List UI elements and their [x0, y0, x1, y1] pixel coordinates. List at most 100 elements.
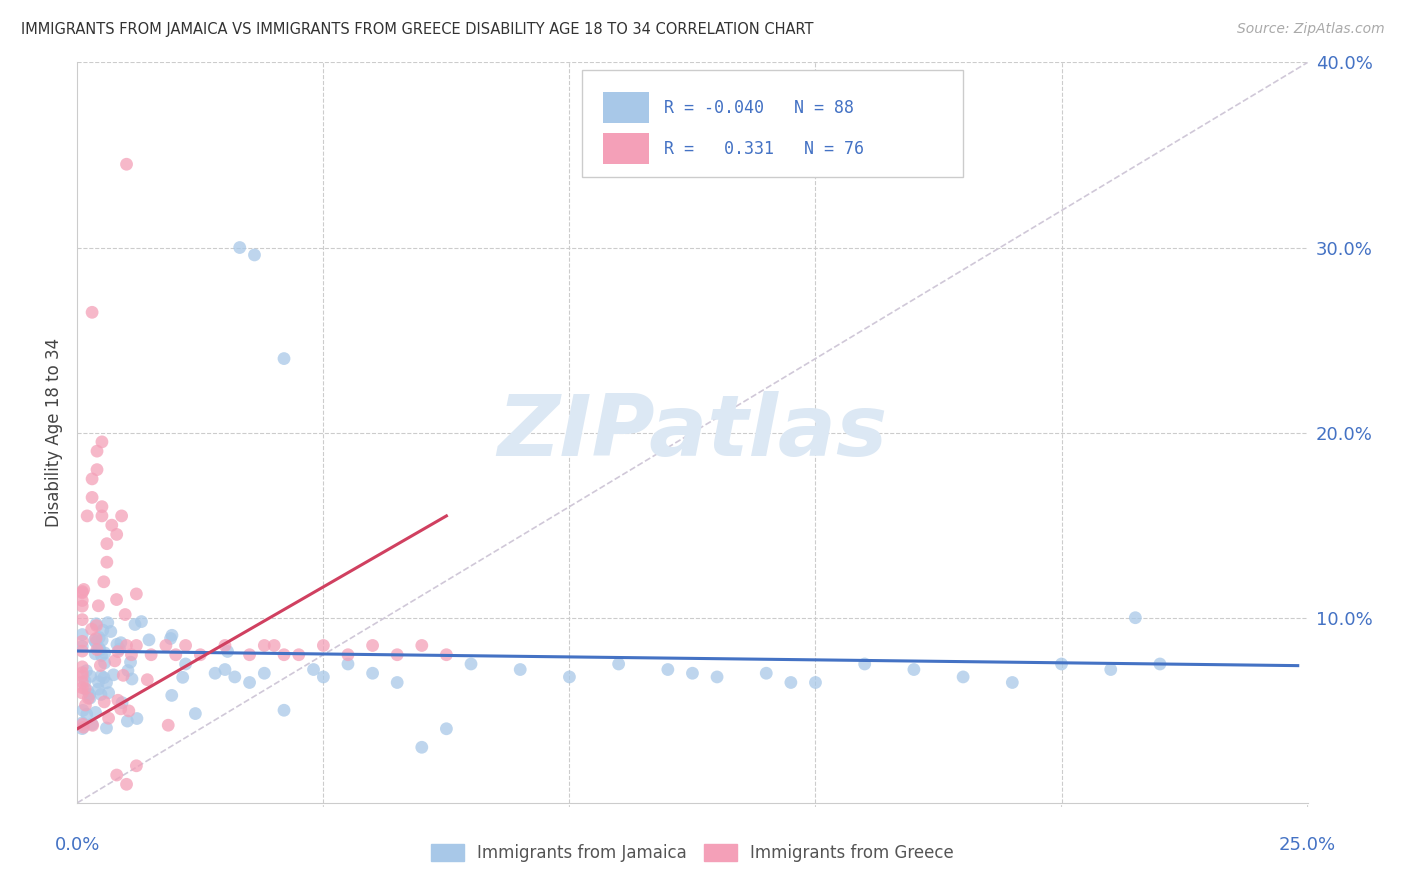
Point [159, 632, 181, 646]
Text: Source: ZipAtlas.com: Source: ZipAtlas.com [1237, 22, 1385, 37]
Point [79, 691, 101, 706]
Point [160, 628, 183, 642]
Point [82, 718, 104, 732]
Point [89, 643, 111, 657]
Point [101, 518, 124, 533]
Point [411, 740, 433, 755]
Point [87, 675, 110, 690]
Point [70, 674, 93, 689]
Point [75, 664, 97, 678]
Point [72, 720, 94, 734]
Point [131, 615, 153, 629]
Point [125, 758, 148, 772]
Point [125, 587, 148, 601]
Point [157, 718, 180, 732]
Point [125, 712, 148, 726]
Point [100, 624, 122, 639]
Point [70, 644, 93, 658]
Point [436, 648, 458, 662]
Point [76, 707, 98, 722]
Point [214, 663, 236, 677]
Point [172, 670, 194, 684]
Point [1001, 675, 1024, 690]
Point [121, 648, 143, 662]
Point [97, 711, 120, 725]
Point [273, 648, 295, 662]
Point [90, 500, 114, 514]
Point [239, 675, 262, 690]
Point [114, 607, 136, 622]
Point [93, 574, 115, 589]
Point [70, 613, 93, 627]
Point [84, 635, 107, 649]
Text: ZIPatlas: ZIPatlas [498, 391, 887, 475]
Point [160, 689, 183, 703]
Point [107, 693, 129, 707]
Point [84, 706, 107, 720]
Point [115, 777, 138, 791]
Point [72, 717, 94, 731]
Point [136, 673, 159, 687]
Point [1149, 657, 1171, 671]
Point [75, 674, 97, 689]
Point [82, 472, 104, 486]
Point [273, 351, 295, 366]
Point [273, 703, 295, 717]
Point [174, 657, 197, 671]
Point [120, 655, 142, 669]
Point [112, 668, 135, 682]
FancyBboxPatch shape [582, 70, 963, 178]
Point [105, 768, 128, 782]
Point [86, 618, 108, 632]
Point [125, 639, 148, 653]
Point [682, 666, 704, 681]
Point [337, 648, 360, 662]
Text: R =   0.331   N = 76: R = 0.331 N = 76 [664, 139, 865, 158]
Point [607, 657, 630, 671]
Bar [603, 92, 650, 123]
Bar [603, 133, 650, 164]
Point [97, 686, 120, 700]
Point [141, 648, 163, 662]
Point [97, 615, 120, 630]
Point [103, 668, 125, 682]
Point [263, 639, 285, 653]
Point [84, 647, 107, 661]
Point [70, 584, 93, 599]
Point [110, 636, 132, 650]
Point [253, 639, 276, 653]
Point [107, 645, 129, 659]
Point [509, 663, 531, 677]
Point [105, 592, 128, 607]
Point [780, 675, 803, 690]
Point [86, 462, 108, 476]
Point [87, 599, 110, 613]
Point [118, 704, 141, 718]
Point [82, 305, 104, 319]
Text: R = -0.040   N = 88: R = -0.040 N = 88 [664, 98, 855, 117]
Point [83, 633, 105, 648]
Point [86, 642, 108, 657]
Point [70, 722, 93, 736]
Point [89, 631, 111, 645]
Point [70, 599, 93, 614]
Point [204, 666, 226, 681]
Point [108, 642, 131, 657]
Point [755, 666, 778, 681]
Point [70, 681, 93, 695]
Text: IMMIGRANTS FROM JAMAICA VS IMMIGRANTS FROM GREECE DISABILITY AGE 18 TO 34 CORREL: IMMIGRANTS FROM JAMAICA VS IMMIGRANTS FR… [21, 22, 814, 37]
Point [312, 639, 335, 653]
Point [411, 639, 433, 653]
Point [385, 675, 409, 690]
Point [115, 157, 138, 171]
Point [188, 648, 212, 662]
Point [312, 670, 335, 684]
Point [1125, 610, 1147, 624]
Point [70, 593, 93, 607]
Point [117, 714, 139, 728]
Point [117, 664, 139, 678]
Point [75, 681, 97, 696]
Point [155, 639, 177, 653]
Point [93, 656, 115, 670]
Point [952, 670, 974, 684]
